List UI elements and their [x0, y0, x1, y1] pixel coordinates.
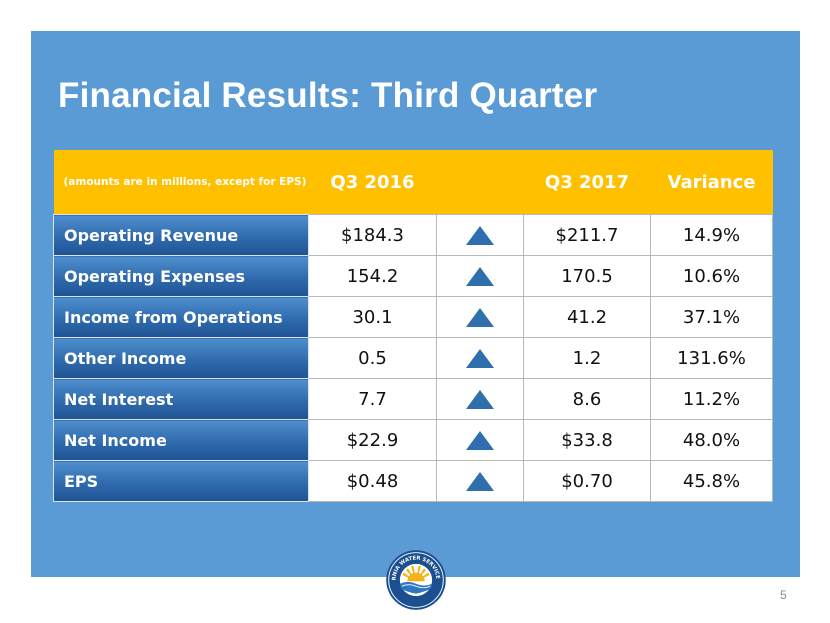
up-arrow-icon	[466, 267, 494, 286]
up-arrow-icon	[466, 390, 494, 409]
col-header-trend	[436, 150, 524, 215]
trend-cell	[436, 378, 524, 420]
variance-value: 37.1%	[650, 296, 773, 338]
california-water-service-group-logo: CALIFORNIA WATER SERVICE GROUP	[385, 549, 446, 610]
q3-2017-value: 8.6	[523, 378, 651, 420]
amounts-note: (amounts are in millions, except for EPS…	[53, 150, 309, 215]
row-label: Net Income	[53, 419, 309, 461]
q3-2016-value: 7.7	[308, 378, 437, 420]
q3-2017-value: $33.8	[523, 419, 651, 461]
variance-value: 48.0%	[650, 419, 773, 461]
row-label: EPS	[53, 460, 309, 502]
q3-2017-value: 41.2	[523, 296, 651, 338]
slide-title: Financial Results: Third Quarter	[58, 76, 598, 115]
variance-value: 131.6%	[650, 337, 773, 379]
trend-cell	[436, 419, 524, 461]
table-header-row: (amounts are in millions, except for EPS…	[53, 150, 773, 215]
financial-results-table: (amounts are in millions, except for EPS…	[53, 150, 773, 502]
q3-2016-value: 154.2	[308, 255, 437, 297]
row-label: Other Income	[53, 337, 309, 379]
table-row: Other Income 0.5 1.2 131.6%	[53, 337, 773, 379]
table-row: Income from Operations 30.1 41.2 37.1%	[53, 296, 773, 338]
page-number: 5	[780, 588, 787, 602]
table-row: Operating Expenses 154.2 170.5 10.6%	[53, 255, 773, 297]
row-label: Income from Operations	[53, 296, 309, 338]
q3-2016-value: $0.48	[308, 460, 437, 502]
col-header-variance: Variance	[650, 150, 773, 215]
q3-2017-value: 170.5	[523, 255, 651, 297]
variance-value: 14.9%	[650, 214, 773, 256]
up-arrow-icon	[466, 431, 494, 450]
q3-2016-value: $22.9	[308, 419, 437, 461]
up-arrow-icon	[466, 308, 494, 327]
up-arrow-icon	[466, 472, 494, 491]
trend-cell	[436, 296, 524, 338]
col-header-q3-2017: Q3 2017	[523, 150, 651, 215]
row-label: Operating Expenses	[53, 255, 309, 297]
trend-cell	[436, 460, 524, 502]
trend-cell	[436, 214, 524, 256]
q3-2017-value: $211.7	[523, 214, 651, 256]
row-label: Net Interest	[53, 378, 309, 420]
variance-value: 11.2%	[650, 378, 773, 420]
table-row: Net Interest 7.7 8.6 11.2%	[53, 378, 773, 420]
up-arrow-icon	[466, 226, 494, 245]
q3-2016-value: 30.1	[308, 296, 437, 338]
trend-cell	[436, 255, 524, 297]
q3-2016-value: 0.5	[308, 337, 437, 379]
col-header-q3-2016: Q3 2016	[308, 150, 437, 215]
variance-value: 45.8%	[650, 460, 773, 502]
q3-2017-value: $0.70	[523, 460, 651, 502]
table-row: EPS $0.48 $0.70 45.8%	[53, 460, 773, 502]
trend-cell	[436, 337, 524, 379]
row-label: Operating Revenue	[53, 214, 309, 256]
q3-2016-value: $184.3	[308, 214, 437, 256]
variance-value: 10.6%	[650, 255, 773, 297]
table-row: Net Income $22.9 $33.8 48.0%	[53, 419, 773, 461]
q3-2017-value: 1.2	[523, 337, 651, 379]
table-row: Operating Revenue $184.3 $211.7 14.9%	[53, 214, 773, 256]
up-arrow-icon	[466, 349, 494, 368]
